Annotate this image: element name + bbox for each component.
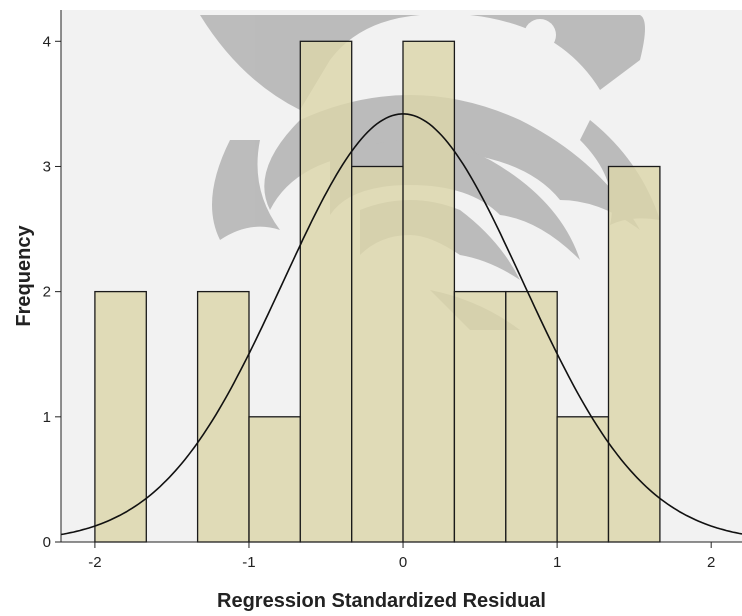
watermark-shape <box>454 19 486 51</box>
watermark-shape <box>524 19 556 51</box>
histogram-bar <box>402 40 456 543</box>
histogram-bar <box>351 165 404 543</box>
y-tick-label: 2 <box>43 284 51 301</box>
histogram-bar <box>299 40 353 543</box>
histogram-bar <box>453 290 507 543</box>
x-tick-label: -1 <box>242 554 255 571</box>
x-axis-title: Regression Standardized Residual <box>217 590 546 612</box>
histogram-bar <box>556 416 610 543</box>
histogram-bar <box>94 290 147 543</box>
x-tick-label: -2 <box>88 554 101 571</box>
normal-curve-layer <box>60 113 742 536</box>
y-tick-label: 1 <box>43 409 51 426</box>
histogram-bar <box>196 290 250 543</box>
watermark-shape <box>264 95 640 230</box>
x-tick-label: 0 <box>399 554 407 571</box>
y-tick-label: 4 <box>43 33 51 50</box>
watermark-shape <box>470 15 645 90</box>
y-axis-title: Frequency <box>13 225 35 327</box>
axes: -2 -1 0 1 2 0 1 2 3 4 <box>43 10 742 571</box>
histogram-bar <box>505 290 558 543</box>
histogram-bar <box>607 165 661 543</box>
x-tick-label: 2 <box>707 554 715 571</box>
watermark-shape <box>212 140 280 240</box>
normal-curve <box>60 113 742 536</box>
y-tick-label: 0 <box>43 534 51 551</box>
y-tick-label: 3 <box>43 158 51 175</box>
histogram-bars <box>94 40 661 543</box>
x-tick-label: 1 <box>553 554 561 571</box>
histogram-bar <box>248 416 302 543</box>
